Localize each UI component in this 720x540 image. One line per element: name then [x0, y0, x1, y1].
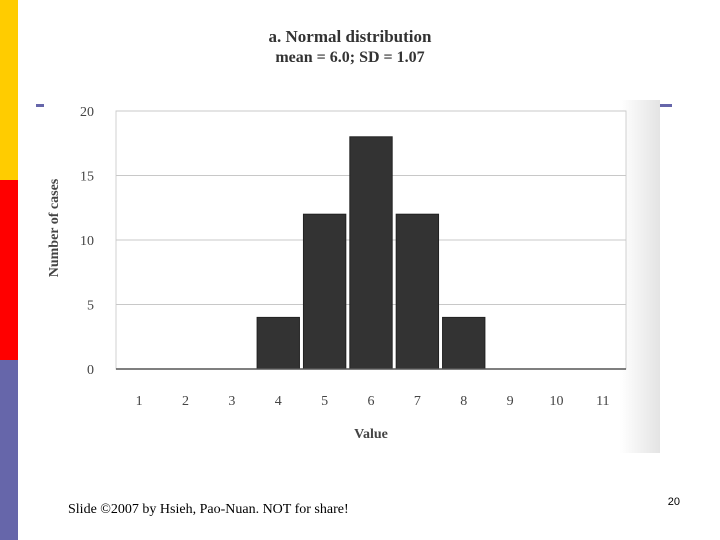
scan-shade — [620, 100, 660, 453]
chart-title: a. Normal distribution — [268, 27, 432, 46]
y-tick-label: 20 — [80, 105, 94, 120]
accent-bar-yellow — [0, 0, 18, 180]
x-axis-label: Value — [354, 427, 388, 442]
slide-footer: Slide ©2007 by Hsieh, Pao-Nuan. NOT for … — [68, 502, 349, 517]
x-tick-label: 5 — [321, 394, 328, 409]
y-tick-label: 5 — [87, 299, 94, 314]
accent-bar-purple — [0, 360, 18, 540]
x-tick-label: 6 — [368, 394, 375, 409]
bars — [256, 136, 486, 370]
x-tick-label: 4 — [275, 394, 282, 409]
y-axis-label: Number of cases — [47, 178, 62, 277]
x-tick-label: 10 — [549, 394, 563, 409]
title-rule-left — [36, 104, 44, 107]
x-tick-label: 11 — [596, 394, 609, 409]
x-tick-labels: 1 2 3 4 5 6 7 8 9 10 11 — [136, 394, 610, 409]
chart-subtitle: mean = 6.0; SD = 1.07 — [275, 49, 425, 66]
x-tick-label: 8 — [460, 394, 467, 409]
x-tick-label: 7 — [414, 394, 421, 409]
y-tick-label: 0 — [87, 363, 94, 378]
y-tick-label: 15 — [80, 170, 94, 185]
title-rule-right — [658, 104, 672, 107]
page-number: 20 — [667, 496, 680, 508]
bar-value-5 — [302, 213, 347, 370]
x-tick-label: 3 — [228, 394, 235, 409]
x-tick-label: 2 — [182, 394, 189, 409]
x-tick-label: 9 — [507, 394, 514, 409]
bar-value-8 — [442, 316, 486, 370]
bar-value-7 — [395, 213, 440, 370]
y-tick-label: 10 — [80, 234, 94, 249]
bar-value-4 — [256, 316, 300, 370]
accent-bar-red — [0, 180, 18, 360]
x-tick-label: 1 — [136, 394, 143, 409]
bar-value-6 — [349, 136, 393, 370]
y-tick-labels: 0 5 10 15 20 — [80, 105, 94, 378]
